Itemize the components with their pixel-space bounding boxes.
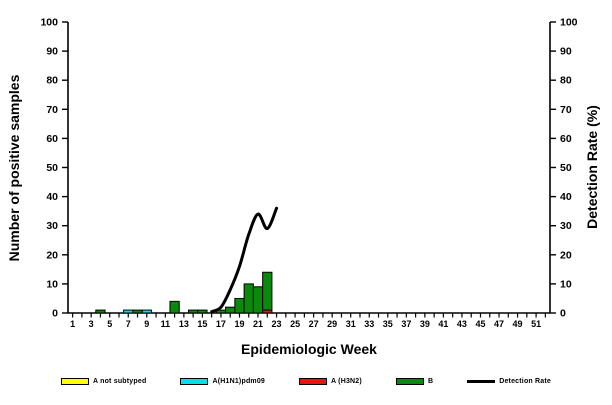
y-right-tick-label: 0: [560, 308, 566, 320]
bar-b-week-20: [243, 283, 254, 314]
detection-rate-line: [210, 206, 279, 314]
bar-b-week-12: [169, 300, 180, 314]
x-tick-label: 49: [513, 319, 523, 329]
y-right-tick-label: 60: [560, 133, 572, 145]
y-left-axis-title: Number of positive samples: [6, 74, 22, 262]
bar-b-week-15: [197, 309, 208, 314]
legend-label: B: [427, 377, 434, 385]
bar-b-week-22: [262, 271, 273, 311]
bar-a-h1n1-pdm09-week-7: [123, 309, 134, 314]
x-tick-label: 35: [383, 319, 393, 329]
legend-item-a-not-subtyped: A not subtyped: [60, 377, 147, 385]
y-left-tick-label: 90: [46, 46, 58, 58]
x-tick-label: 17: [216, 319, 226, 329]
x-tick-label: 47: [494, 319, 504, 329]
x-tick-label: 41: [438, 319, 448, 329]
x-tick-label: 25: [290, 319, 300, 329]
y-left-tick-label: 30: [46, 220, 58, 232]
x-tick-label: 15: [197, 319, 207, 329]
legend-label: A (H3N2): [331, 377, 362, 385]
bar-b-week-21: [252, 286, 264, 314]
y-right-tick-label: 10: [560, 278, 572, 290]
x-tick-label: 13: [179, 319, 189, 329]
legend: A not subtyped A(H1N1)pdm09 A (H3N2) B D…: [0, 371, 612, 391]
x-tick-label: 45: [475, 319, 485, 329]
x-tick-label: 51: [531, 319, 541, 329]
legend-label: A(H1N1)pdm09: [212, 377, 266, 385]
b-swatch-icon: [395, 377, 424, 385]
y-right-tick-label: 50: [560, 162, 572, 174]
bar-b-week-14: [188, 309, 199, 314]
legend-item-a-h1n1-pdm09: A(H1N1)pdm09: [180, 377, 266, 385]
bar-b-week-8: [132, 309, 143, 314]
x-tick-label: 39: [420, 319, 430, 329]
legend-item-b: B: [395, 377, 434, 385]
y-right-tick-label: 100: [560, 17, 578, 29]
a-h3n2-swatch-icon: [299, 377, 328, 385]
y-right-tick-label: 80: [560, 75, 572, 87]
bar-b-week-19: [234, 297, 245, 314]
legend-label: Detection Rate: [499, 377, 552, 385]
y-right-axis-title: Detection Rate (%): [584, 105, 600, 229]
y-right-tick-label: 30: [560, 220, 572, 232]
x-tick-label: 19: [234, 319, 244, 329]
x-tick-label: 33: [364, 319, 374, 329]
x-tick-label: 7: [126, 319, 131, 329]
bar-b-week-18: [225, 306, 236, 314]
y-left-tick-label: 20: [46, 249, 58, 261]
y-left-tick-label: 40: [46, 191, 58, 203]
y-right-tick-label: 20: [560, 249, 572, 261]
x-tick-label: 1: [70, 319, 75, 329]
x-tick-label: 29: [327, 319, 337, 329]
legend-item-a-h3n2: A (H3N2): [299, 377, 362, 385]
x-tick-label: 43: [457, 319, 467, 329]
y-left-tick-label: 70: [46, 104, 58, 116]
y-left-tick-label: 100: [40, 17, 58, 29]
x-tick-label: 23: [272, 319, 282, 329]
x-tick-label: 27: [309, 319, 319, 329]
detection-rate-line-icon: [467, 379, 496, 383]
y-left-tick-label: 50: [46, 162, 58, 174]
x-tick-label: 11: [161, 319, 171, 329]
bar-a-h1n1-pdm09-week-9: [141, 309, 152, 314]
y-left-tick-label: 0: [52, 308, 58, 320]
y-right-tick-label: 70: [560, 104, 572, 116]
x-tick-label: 5: [107, 319, 112, 329]
bar-b-week-4: [95, 309, 106, 314]
x-tick-label: 3: [89, 319, 94, 329]
legend-label: A not subtyped: [92, 377, 147, 385]
y-left-tick-label: 60: [46, 133, 58, 145]
x-axis-title: Epidemiologic Week: [241, 341, 377, 357]
legend-item-detection-rate: Detection Rate: [467, 378, 551, 385]
x-tick-label: 37: [401, 319, 411, 329]
y-left-tick-label: 80: [46, 75, 58, 87]
y-right-tick-label: 40: [560, 191, 572, 203]
x-tick-label: 9: [144, 319, 149, 329]
y-right-tick-label: 90: [560, 46, 572, 58]
a-h1n1-pdm09-swatch-icon: [180, 377, 209, 385]
x-tick-label: 31: [346, 319, 356, 329]
a-not-subtyped-swatch-icon: [60, 377, 89, 385]
y-left-tick-label: 10: [46, 278, 58, 290]
x-tick-label: 21: [253, 319, 263, 329]
